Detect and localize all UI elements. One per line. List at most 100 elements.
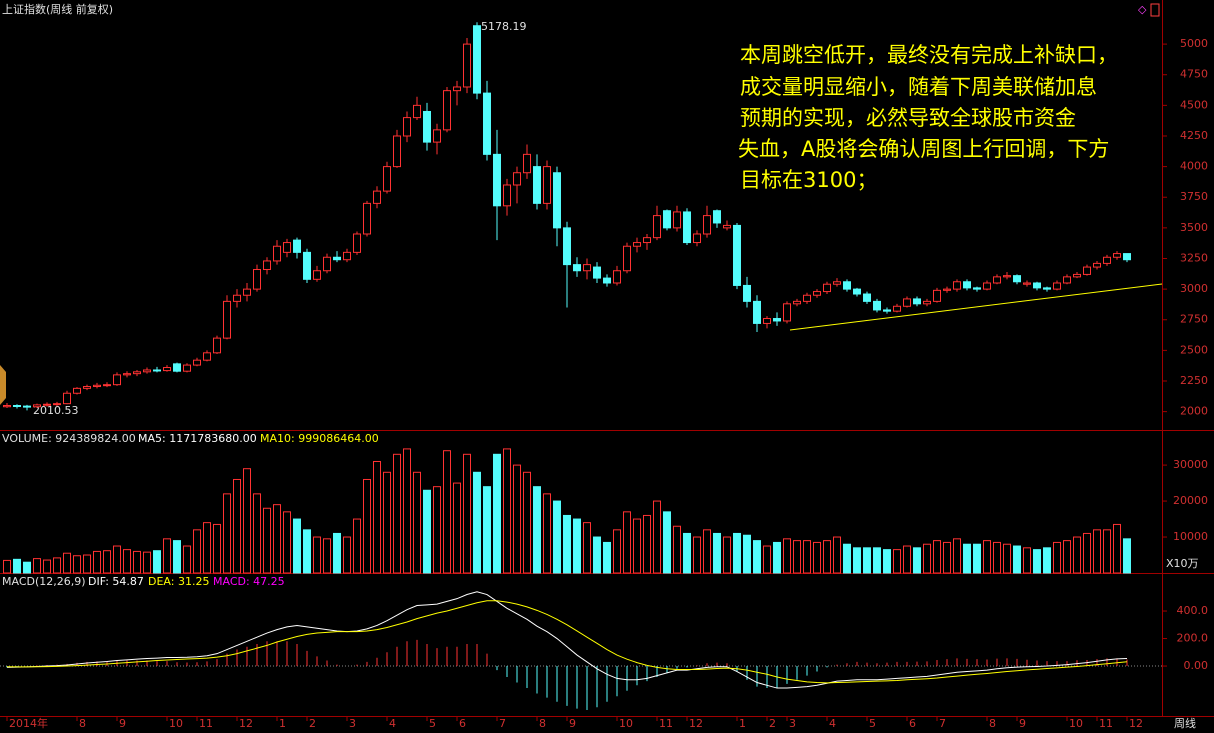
macd-title: MACD(12,26,9) (2, 575, 86, 588)
x-tick-label: 8 (539, 717, 546, 730)
candle-body (313, 270, 321, 280)
volume-bar (703, 529, 711, 574)
x-tick-label: 12 (239, 717, 253, 730)
trend-line (789, 283, 1163, 331)
volume-bar (853, 547, 861, 574)
volume-bar (1063, 540, 1071, 574)
side-tab[interactable] (0, 365, 6, 405)
candle-body (353, 233, 361, 253)
candle-body (243, 288, 251, 296)
candle-body (593, 266, 601, 279)
volume-bar (183, 545, 191, 574)
candle-body (1023, 282, 1031, 285)
candle-body (553, 172, 561, 229)
candle-body (813, 291, 821, 296)
candle-body (493, 153, 501, 207)
candle-body (363, 202, 371, 235)
volume-bar (733, 532, 741, 574)
y-tick-label: 2250 (1180, 374, 1208, 387)
volume-bar (683, 532, 691, 574)
volume-bar (783, 538, 791, 574)
y-tick-label: 2000 (1180, 405, 1208, 418)
volume-bar (593, 536, 601, 574)
volume-bar (353, 518, 361, 574)
volume-bar (143, 551, 151, 574)
candle-body (473, 25, 481, 94)
volume-bar (203, 522, 211, 574)
volume-bar (1103, 529, 1111, 574)
volume-bar (213, 523, 221, 574)
window-icon[interactable] (1150, 3, 1160, 17)
candle-body (263, 260, 271, 271)
candle-body (443, 90, 451, 131)
candle-body (933, 289, 941, 302)
volume-bar (553, 500, 561, 574)
volume-bar (283, 511, 291, 574)
candle-body (413, 104, 421, 119)
legend-entry: MA5: 1171783680.00 (138, 432, 257, 445)
volume-bar (103, 550, 111, 574)
candle-body (903, 298, 911, 307)
volume-bar (483, 486, 491, 574)
volume-bar (53, 557, 61, 574)
candle-body (563, 227, 571, 266)
volume-bar (723, 536, 731, 574)
candle-body (63, 392, 71, 405)
candle-body (1043, 287, 1051, 290)
volume-bar (773, 541, 781, 574)
y-tick-label: 4500 (1180, 98, 1208, 111)
candle-body (963, 281, 971, 289)
volume-bar (313, 536, 321, 574)
candle-body (533, 166, 541, 204)
volume-bar (1073, 536, 1081, 574)
candle-body (993, 276, 1001, 284)
note-line: 失血，A股将会确认周图上行回调，下方 (738, 137, 1109, 161)
candle-body (703, 215, 711, 235)
chart-title: 上证指数(周线 前复权) (2, 2, 113, 16)
candle-body (513, 172, 521, 186)
volume-bar (93, 550, 101, 574)
volume-bar (803, 540, 811, 574)
candle-body (463, 43, 471, 88)
volume-bar (673, 525, 681, 574)
volume-bar (253, 493, 261, 574)
y-tick-label: 30000 (1173, 458, 1208, 471)
y-tick-label: 5000 (1180, 37, 1208, 50)
note-line: 预期的实现，必然导致全球股市资金 (740, 106, 1076, 130)
volume-bar (173, 540, 181, 574)
candle-body (333, 256, 341, 261)
volume-bar (393, 453, 401, 574)
y-tick-label: 3250 (1180, 251, 1208, 264)
candle-body (783, 303, 791, 322)
volume-bar (1023, 547, 1031, 574)
volume-bar (3, 559, 11, 574)
volume-bar (863, 547, 871, 574)
y-tick-label: 2750 (1180, 313, 1208, 326)
candle-body (53, 403, 61, 406)
volume-bar (163, 538, 171, 574)
candle-body (223, 300, 231, 339)
candle-body (103, 384, 111, 387)
volume-bar (823, 540, 831, 574)
candle-body (1003, 275, 1011, 278)
candle-body (213, 337, 221, 354)
candle-body (1013, 275, 1021, 283)
candle-body (663, 210, 671, 229)
candle-body (283, 242, 291, 253)
volume-bar (583, 522, 591, 574)
candle-body (83, 386, 91, 389)
volume-bar (873, 547, 881, 574)
period-label: 周线 (1174, 716, 1196, 730)
y-tick-label: 10000 (1173, 530, 1208, 543)
volume-bar (83, 554, 91, 574)
volume-bar (663, 511, 671, 574)
candle-body (383, 166, 391, 192)
candle-body (183, 364, 191, 372)
volume-bar (643, 514, 651, 574)
volume-bar (343, 536, 351, 574)
y-tick-label: 4250 (1180, 129, 1208, 142)
volume-bar (843, 543, 851, 574)
x-tick-label: 9 (1019, 717, 1026, 730)
